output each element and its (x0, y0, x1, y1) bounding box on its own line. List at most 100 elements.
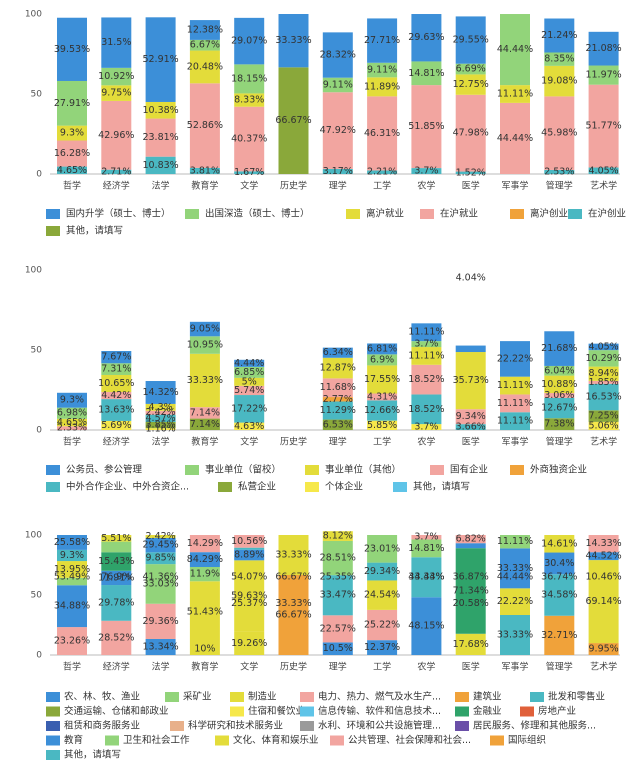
bar-segment (189, 535, 220, 553)
data-label: 2.21% (367, 167, 397, 178)
legend-swatch (46, 482, 60, 492)
data-label: 14.32% (142, 387, 178, 398)
bar-segment (145, 564, 176, 604)
data-label: 2.71% (101, 166, 131, 177)
data-label: 11.11% (408, 350, 444, 361)
bar-segment (588, 560, 619, 644)
data-label: 45.98% (541, 128, 577, 139)
legend-label: 文化、体育和娱乐业 (233, 734, 319, 746)
bar-segment (101, 100, 132, 170)
bar-segment (57, 549, 87, 562)
data-label: 13.63% (98, 404, 134, 415)
legend-label: 国有企业 (450, 464, 488, 476)
data-label: 3.7% (414, 166, 438, 177)
bar-segment (411, 85, 442, 169)
bar-segment (278, 67, 309, 174)
legend-label: 在沪就业 (440, 208, 478, 220)
data-label: 29.45% (142, 540, 178, 551)
y-tick-label: 50 (31, 346, 43, 356)
data-label: 69.14% (585, 596, 621, 607)
legend-label: 科学研究和技术服务业 (188, 720, 283, 732)
bar-segment (189, 407, 220, 419)
bar-segment (411, 535, 442, 540)
bar-segment (101, 374, 132, 393)
bar-segment (500, 535, 530, 549)
legend-swatch (305, 465, 319, 475)
legend-swatch (46, 706, 60, 717)
bar-segment (234, 560, 265, 632)
data-label: 4.44% (234, 358, 264, 369)
data-label: 35.73% (453, 375, 489, 386)
data-label: 19.26% (231, 638, 267, 649)
x-tick-label: 艺术学 (590, 661, 617, 673)
data-label: 51.85% (408, 121, 444, 132)
data-label: 46.31% (364, 128, 400, 139)
bar-segment (322, 531, 353, 541)
legend-label: 租赁和商务服务业 (64, 720, 140, 732)
bar-segment (455, 345, 486, 353)
bar-segment (145, 421, 176, 429)
data-label: 14.29% (187, 538, 223, 549)
data-label: 11.68% (320, 382, 356, 393)
data-label: 29.63% (408, 32, 444, 43)
bar-segment (544, 331, 575, 366)
data-label: 16.28% (54, 148, 90, 159)
x-tick-label: 军事学 (501, 180, 528, 192)
data-label: 14.81% (408, 68, 444, 79)
bar-segment (588, 410, 619, 422)
data-label: 5.69% (101, 420, 131, 431)
legend-swatch (300, 706, 314, 717)
bar-segment (57, 561, 87, 578)
data-label: 9.85% (146, 553, 176, 564)
x-tick-label: 法学 (152, 436, 170, 448)
legend-label: 其他，请填写 (64, 749, 121, 761)
bar-segment (322, 575, 353, 616)
x-tick-label: 工学 (373, 436, 391, 448)
legend-label: 建筑业 (473, 691, 502, 703)
bar-segment (57, 418, 87, 427)
data-label: 3.81% (190, 165, 220, 176)
data-label: 4.05% (589, 165, 619, 176)
legend-swatch (455, 721, 469, 731)
data-label: 51.43% (187, 607, 223, 618)
data-label: 7.14% (190, 419, 220, 430)
x-tick-label: 理学 (329, 180, 347, 192)
bar-segment (57, 577, 87, 586)
legend-swatch (330, 735, 344, 746)
data-label: 9.3% (60, 550, 84, 561)
bar-segment (234, 93, 265, 107)
bar-segment (189, 418, 220, 430)
bar-segment (455, 543, 486, 549)
bar-segment (588, 84, 619, 168)
bar-segment (57, 17, 87, 81)
data-label: 10.92% (98, 71, 134, 82)
data-label: 29.34% (364, 566, 400, 577)
legend-label: 制造业 (248, 691, 277, 703)
bar-segment (322, 32, 353, 78)
x-tick-label: 管理学 (546, 180, 573, 192)
bar-segment (145, 535, 176, 538)
bar-segment (57, 125, 87, 141)
bar-segment (367, 535, 398, 563)
bar-segment (145, 17, 176, 102)
y-tick-label: 100 (25, 10, 42, 20)
bar-segment (234, 366, 265, 378)
data-label: 13.95% (54, 564, 90, 575)
bar-segment (145, 414, 176, 422)
bar-segment (411, 14, 442, 62)
bar-segment (322, 615, 353, 643)
legend-label: 事业单位（留校） (205, 464, 281, 476)
legend-swatch (46, 209, 60, 219)
bar-segment (367, 393, 398, 401)
bar-segment (588, 366, 619, 381)
data-label: 11.11% (497, 89, 533, 100)
legend-swatch (520, 706, 534, 717)
legend-label: 房地产业 (538, 705, 576, 717)
x-tick-label: 教育学 (191, 180, 218, 192)
data-label: 9.3% (60, 395, 84, 406)
bar-segment (322, 92, 353, 169)
bar-segment (455, 171, 486, 174)
data-label: 8.12% (323, 531, 353, 542)
data-label: 9.11% (323, 79, 353, 90)
x-tick-label: 医学 (462, 436, 480, 448)
